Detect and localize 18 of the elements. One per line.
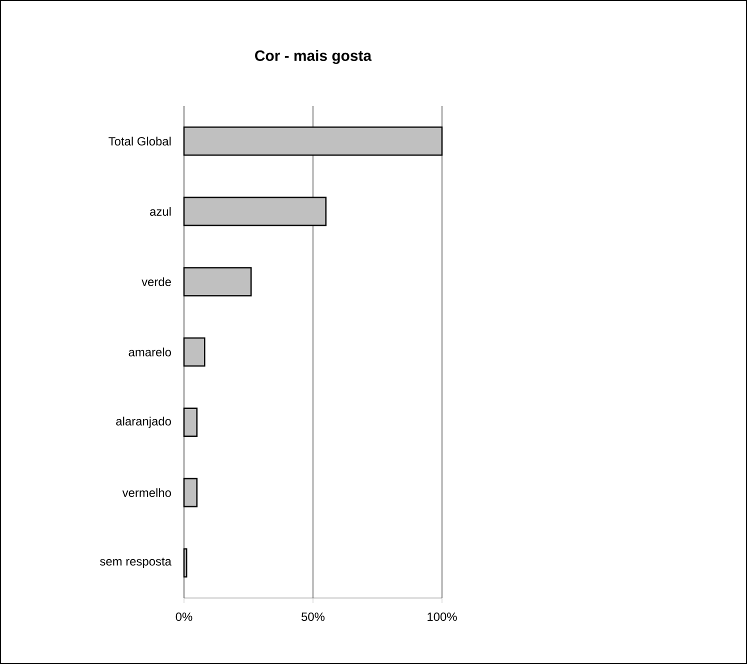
x-tick-label: 100%: [428, 612, 457, 621]
bar: [183, 267, 252, 296]
y-tick-label: alaranjado: [116, 416, 171, 428]
bar: [183, 337, 206, 367]
bar: [183, 478, 198, 508]
bar: [183, 408, 198, 437]
y-tick-label: verde: [142, 277, 171, 286]
y-tick-label: Total Global: [108, 136, 171, 146]
y-tick-label: vermelho: [122, 488, 171, 497]
y-tick-label: amarelo: [128, 348, 171, 356]
chart-title: Cor - mais gosta: [255, 50, 372, 64]
bar: [183, 126, 443, 156]
y-tick-label: azul: [150, 207, 171, 216]
x-tick-label: 50%: [302, 612, 325, 621]
y-tick-label: sem resposta: [100, 558, 172, 568]
bar: [183, 548, 188, 578]
bar: [183, 196, 327, 226]
x-tick-label: 0%: [176, 612, 192, 621]
